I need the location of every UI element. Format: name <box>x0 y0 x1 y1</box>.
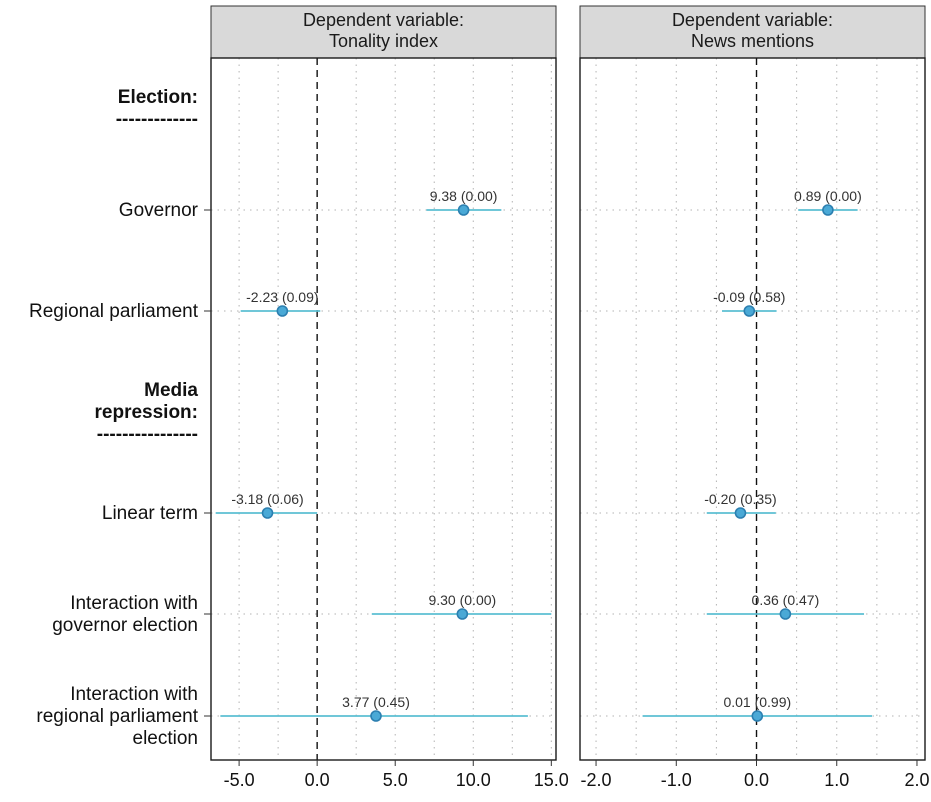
panel-strip <box>579 5 926 59</box>
panel-border <box>579 57 926 761</box>
estimate-label: -0.09 (0.58) <box>713 289 785 305</box>
point-estimate <box>743 305 756 317</box>
point-estimate <box>456 608 469 620</box>
x-tick-label: -5.0 <box>224 770 255 790</box>
estimate-label: 9.38 (0.00) <box>430 188 498 204</box>
estimate-label: 0.89 (0.00) <box>794 188 862 204</box>
estimate-label: 0.01 (0.99) <box>723 694 791 710</box>
x-tick-label: 2.0 <box>904 770 929 790</box>
point-estimate <box>457 204 470 216</box>
panel-strip-text: News mentions <box>691 31 814 51</box>
point-estimate <box>261 507 274 519</box>
panel-strip-text: Dependent variable: <box>672 10 833 30</box>
row-label: regional parliament <box>36 706 198 727</box>
row-heading-label: Media <box>144 380 198 401</box>
point-estimate <box>751 710 764 722</box>
row-label: Regional parliament <box>29 301 199 322</box>
row-label: Linear term <box>102 503 198 524</box>
x-tick-label: 1.0 <box>824 770 849 790</box>
point-estimate <box>779 608 792 620</box>
panel-border <box>210 57 557 761</box>
row-label: governor election <box>52 615 198 636</box>
x-tick-label: 0.0 <box>305 770 330 790</box>
row-label: Interaction with <box>70 593 198 614</box>
estimate-label: -2.23 (0.09) <box>246 289 318 305</box>
x-tick-label: 15.0 <box>534 770 569 790</box>
panel-background <box>211 58 556 760</box>
row-heading-label: repression: <box>95 402 198 423</box>
estimate-label: 0.36 (0.47) <box>752 592 820 608</box>
row-heading-label: ------------- <box>116 109 198 130</box>
estimate-label: -0.20 (0.35) <box>704 491 776 507</box>
x-tick-label: -2.0 <box>581 770 612 790</box>
point-estimate <box>276 305 289 317</box>
estimate-label: 3.77 (0.45) <box>342 694 410 710</box>
estimate-label: -3.18 (0.06) <box>231 491 303 507</box>
row-label: Interaction with <box>70 684 198 705</box>
x-tick-label: 0.0 <box>744 770 769 790</box>
estimate-label: 9.30 (0.00) <box>428 592 496 608</box>
panel-strip <box>210 5 557 59</box>
row-label: Governor <box>119 200 199 221</box>
row-label: election <box>133 728 199 749</box>
panel-strip-text: Tonality index <box>329 31 438 51</box>
row-heading-label: ---------------- <box>97 424 198 445</box>
point-estimate <box>734 507 747 519</box>
x-tick-label: 5.0 <box>383 770 408 790</box>
x-tick-label: -1.0 <box>661 770 692 790</box>
panel-strip-text: Dependent variable: <box>303 10 464 30</box>
panel-background <box>580 58 925 760</box>
point-estimate <box>822 204 834 216</box>
row-heading-label: Election: <box>118 87 198 108</box>
point-estimate <box>370 710 382 722</box>
x-tick-label: 10.0 <box>456 770 491 790</box>
